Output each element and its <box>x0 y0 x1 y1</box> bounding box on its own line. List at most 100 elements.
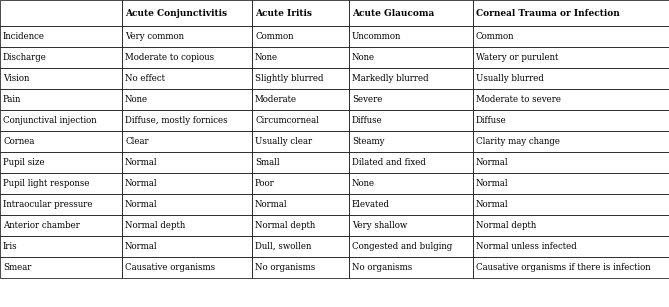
Text: Diffuse, mostly fornices: Diffuse, mostly fornices <box>125 116 227 125</box>
Text: Slightly blurred: Slightly blurred <box>255 74 324 83</box>
Text: Smear: Smear <box>3 263 31 272</box>
Bar <box>122 152 252 173</box>
Text: Small: Small <box>255 158 280 167</box>
Bar <box>252 236 349 257</box>
Bar <box>473 110 669 131</box>
Bar <box>349 26 473 47</box>
Bar <box>122 257 252 278</box>
Bar <box>0 110 122 131</box>
Bar <box>473 89 669 110</box>
Bar <box>252 131 349 152</box>
Text: Circumcorneal: Circumcorneal <box>255 116 319 125</box>
Bar <box>349 68 473 89</box>
Bar <box>349 215 473 236</box>
Bar <box>473 194 669 215</box>
Text: Acute Glaucoma: Acute Glaucoma <box>352 9 434 17</box>
Bar <box>252 68 349 89</box>
Text: Normal: Normal <box>476 200 508 209</box>
Text: Severe: Severe <box>352 95 383 104</box>
Text: None: None <box>352 53 375 62</box>
Bar <box>122 215 252 236</box>
Text: Anterior chamber: Anterior chamber <box>3 221 80 230</box>
Bar <box>252 152 349 173</box>
Bar <box>349 236 473 257</box>
Text: Clear: Clear <box>125 137 149 146</box>
Text: Causative organisms if there is infection: Causative organisms if there is infectio… <box>476 263 651 272</box>
Text: Congested and bulging: Congested and bulging <box>352 242 452 251</box>
Text: Elevated: Elevated <box>352 200 390 209</box>
Text: Intraocular pressure: Intraocular pressure <box>3 200 92 209</box>
Bar <box>122 194 252 215</box>
Bar <box>0 89 122 110</box>
Text: Normal: Normal <box>476 158 508 167</box>
Text: Normal depth: Normal depth <box>255 221 315 230</box>
Text: Moderate: Moderate <box>255 95 297 104</box>
Bar <box>349 89 473 110</box>
Text: No effect: No effect <box>125 74 165 83</box>
Bar <box>0 131 122 152</box>
Text: Diffuse: Diffuse <box>352 116 383 125</box>
Bar <box>0 68 122 89</box>
Text: Moderate to copious: Moderate to copious <box>125 53 214 62</box>
Bar <box>252 257 349 278</box>
Bar <box>252 89 349 110</box>
Text: Normal depth: Normal depth <box>125 221 185 230</box>
Bar <box>0 152 122 173</box>
Bar <box>473 0 669 26</box>
Bar <box>0 194 122 215</box>
Bar <box>0 215 122 236</box>
Text: None: None <box>352 179 375 188</box>
Text: Pupil light response: Pupil light response <box>3 179 90 188</box>
Bar <box>473 215 669 236</box>
Bar <box>349 194 473 215</box>
Bar <box>252 215 349 236</box>
Text: Acute Iritis: Acute Iritis <box>255 9 312 17</box>
Bar <box>122 110 252 131</box>
Text: Usually blurred: Usually blurred <box>476 74 544 83</box>
Bar <box>0 0 122 26</box>
Bar <box>252 194 349 215</box>
Bar <box>349 152 473 173</box>
Text: Markedly blurred: Markedly blurred <box>352 74 429 83</box>
Bar <box>122 236 252 257</box>
Text: Very common: Very common <box>125 32 184 41</box>
Text: Discharge: Discharge <box>3 53 47 62</box>
Bar <box>252 0 349 26</box>
Bar <box>349 47 473 68</box>
Text: Watery or purulent: Watery or purulent <box>476 53 559 62</box>
Bar <box>122 47 252 68</box>
Bar <box>0 26 122 47</box>
Bar <box>252 173 349 194</box>
Bar <box>122 68 252 89</box>
Bar <box>473 236 669 257</box>
Bar <box>349 257 473 278</box>
Text: Acute Conjunctivitis: Acute Conjunctivitis <box>125 9 227 17</box>
Bar <box>473 26 669 47</box>
Bar <box>252 47 349 68</box>
Text: Incidence: Incidence <box>3 32 45 41</box>
Text: Dull, swollen: Dull, swollen <box>255 242 311 251</box>
Bar <box>122 0 252 26</box>
Text: Corneal Trauma or Infection: Corneal Trauma or Infection <box>476 9 619 17</box>
Text: Pain: Pain <box>3 95 21 104</box>
Text: Cornea: Cornea <box>3 137 34 146</box>
Text: Clarity may change: Clarity may change <box>476 137 560 146</box>
Bar <box>252 110 349 131</box>
Bar <box>252 26 349 47</box>
Bar <box>0 236 122 257</box>
Text: Normal depth: Normal depth <box>476 221 537 230</box>
Text: Pupil size: Pupil size <box>3 158 45 167</box>
Text: Very shallow: Very shallow <box>352 221 407 230</box>
Text: Conjunctival injection: Conjunctival injection <box>3 116 96 125</box>
Bar <box>122 26 252 47</box>
Text: None: None <box>255 53 278 62</box>
Bar <box>473 131 669 152</box>
Bar <box>349 131 473 152</box>
Text: Uncommon: Uncommon <box>352 32 401 41</box>
Text: Poor: Poor <box>255 179 275 188</box>
Text: Normal: Normal <box>125 242 158 251</box>
Text: No organisms: No organisms <box>352 263 412 272</box>
Text: Common: Common <box>255 32 294 41</box>
Bar <box>122 131 252 152</box>
Bar <box>473 47 669 68</box>
